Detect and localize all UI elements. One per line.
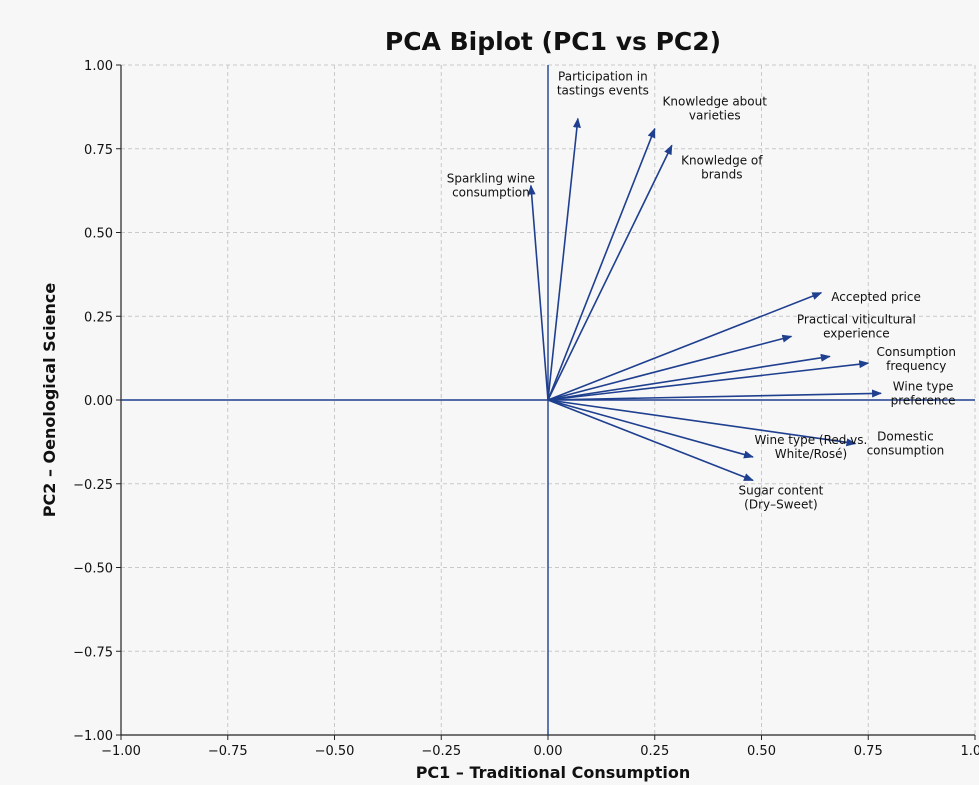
vector-label-line: Wine type bbox=[893, 379, 954, 393]
vector-label-line: Practical viticultural bbox=[797, 312, 916, 326]
loading-arrow-8 bbox=[547, 389, 883, 401]
x-tick-label: 0.25 bbox=[640, 744, 669, 759]
loading-arrow-6 bbox=[547, 360, 870, 401]
vector-label-line: frequency bbox=[886, 359, 946, 373]
vector-label-10: Wine type (Red vs. White/Rosé) bbox=[755, 433, 868, 461]
vector-label-4: Accepted price bbox=[831, 290, 921, 304]
vector-label-line: preference bbox=[891, 393, 956, 407]
x-axis-title: PC1 – Traditional Consumption bbox=[416, 763, 691, 782]
x-tick-label: 0.50 bbox=[747, 744, 776, 759]
vector-label-line: Participation in bbox=[558, 70, 648, 84]
tick-labels: −1.00 −0.75 −0.50 −0.25 0.00 0.25 0.50 0.75 1.00… bbox=[73, 59, 979, 759]
x-tick-label: 1.00 bbox=[961, 744, 979, 759]
y-tick-label: 0.25 bbox=[84, 310, 113, 325]
vector-label-11: Sugar content (Dry–Sweet) bbox=[739, 483, 824, 511]
chart-title: PCA Biplot (PC1 vs PC2) bbox=[385, 27, 721, 56]
y-tick-label: 0.00 bbox=[84, 394, 113, 409]
vector-label-line: Knowledge of bbox=[681, 153, 763, 167]
vector-label-line: Wine type (Red vs. bbox=[755, 433, 868, 447]
vector-label-1: Knowledge about varieties bbox=[663, 95, 768, 123]
vector-label-line: White/Rosé) bbox=[775, 447, 847, 461]
loading-arrow-11 bbox=[547, 399, 754, 482]
y-tick-label: 0.75 bbox=[84, 143, 113, 158]
vector-label-line: tastings events bbox=[557, 84, 649, 98]
vector-label-line: Knowledge about bbox=[663, 95, 768, 109]
vector-label-line: Sugar content bbox=[739, 483, 824, 497]
vector-label-3: Sparkling wine consumption bbox=[447, 172, 535, 200]
vector-label-2: Knowledge of brands bbox=[681, 153, 763, 181]
x-tick-label: 0.75 bbox=[854, 744, 883, 759]
y-tick-label: 0.50 bbox=[84, 227, 113, 242]
loading-arrow-7 bbox=[547, 353, 831, 401]
vector-label-line: Sparkling wine bbox=[447, 172, 535, 186]
vector-label-line: consumption bbox=[452, 186, 530, 200]
vector-label-5: Practical viticultural experience bbox=[797, 312, 916, 340]
x-tick-label: −0.25 bbox=[421, 744, 461, 759]
vector-labels: Participation in tastings events Knowledge… bbox=[447, 70, 956, 512]
loading-arrow-9 bbox=[547, 399, 857, 447]
vector-label-line: Domestic bbox=[877, 430, 934, 444]
vector-label-line: experience bbox=[823, 326, 890, 340]
loading-vectors bbox=[527, 117, 883, 482]
y-tick-label: −0.25 bbox=[73, 478, 113, 493]
x-tick-label: −1.00 bbox=[101, 744, 141, 759]
vector-label-line: varieties bbox=[689, 109, 741, 123]
vector-label-0: Participation in tastings events bbox=[557, 70, 649, 98]
x-tick-label: 0.00 bbox=[534, 744, 563, 759]
vector-label-line: brands bbox=[701, 167, 742, 181]
y-tick-label: 1.00 bbox=[84, 59, 113, 74]
x-tick-label: −0.50 bbox=[315, 744, 355, 759]
x-tick-label: −0.75 bbox=[208, 744, 248, 759]
loading-arrow-4 bbox=[547, 292, 823, 401]
vector-label-line: Consumption bbox=[877, 345, 956, 359]
y-tick-label: −1.00 bbox=[73, 729, 113, 744]
y-tick-label: −0.75 bbox=[73, 645, 113, 660]
y-axis-title: PC2 – Oenological Science bbox=[40, 283, 59, 518]
vector-label-line: Accepted price bbox=[831, 290, 921, 304]
loading-arrow-0 bbox=[547, 117, 581, 401]
loading-arrow-2 bbox=[547, 144, 673, 401]
vector-label-line: (Dry–Sweet) bbox=[744, 497, 818, 511]
vector-label-8: Wine type preference bbox=[891, 379, 956, 407]
loading-arrow-1 bbox=[547, 127, 656, 401]
vector-label-9: Domestic consumption bbox=[867, 430, 945, 458]
loading-arrow-5 bbox=[547, 334, 793, 401]
vector-label-line: consumption bbox=[867, 444, 945, 458]
loading-arrow-10 bbox=[547, 399, 754, 459]
vector-label-6: Consumption frequency bbox=[877, 345, 956, 373]
loading-arrow-3 bbox=[527, 184, 549, 401]
y-tick-label: −0.50 bbox=[73, 562, 113, 577]
